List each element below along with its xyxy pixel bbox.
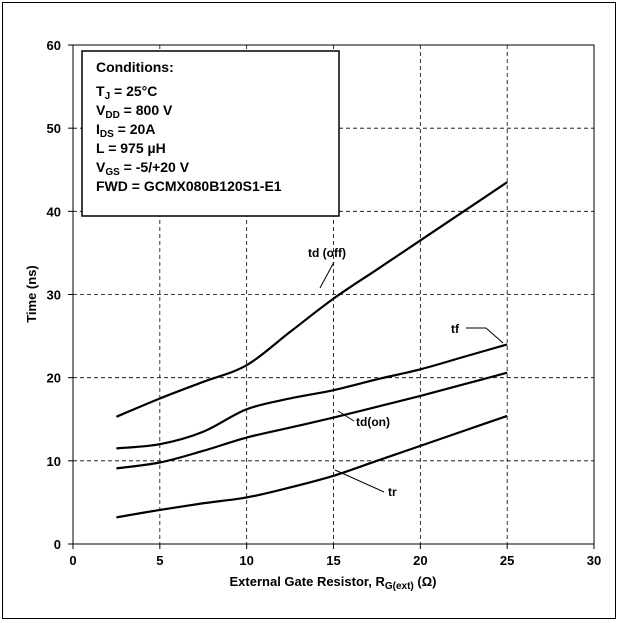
label-td-on: td(on) [356,415,390,429]
series-line-td-on- [116,371,508,470]
condition-line: TJ = 25°C [96,83,157,102]
y-tick-label: 20 [47,371,61,386]
series-line-td-off- [115,181,508,418]
y-tick-label: 40 [47,204,61,219]
leader-tf-2 [485,327,504,344]
condition-line: L = 975 µH [96,140,166,156]
x-tick-label: 20 [413,553,427,568]
x-tick-label: 5 [156,553,163,568]
y-axis-title: Time (ns) [24,265,39,323]
x-tick-label: 10 [239,553,253,568]
leader-tr [334,469,385,493]
y-tick-label: 0 [54,537,61,552]
condition-line: VDD = 800 V [96,102,173,121]
x-tick-label: 25 [500,553,514,568]
condition-line: IDS = 20A [96,121,155,140]
leader-td-off [319,261,335,289]
series-lines [115,181,508,519]
tick-labels: 0 5 10 15 20 25 30 0 10 20 30 40 50 60 [47,38,602,568]
condition-line: FWD = GCMX080B120S1-E1 [96,178,282,194]
series-line-tr [116,414,508,519]
y-tick-label: 30 [47,288,61,303]
conditions-title: Conditions: [96,59,174,75]
x-tick-label: 30 [587,553,601,568]
x-axis-title: External Gate Resistor, RG(ext) (Ω) [230,574,437,592]
y-tick-label: 50 [47,121,61,136]
y-tick-label: 60 [47,38,61,53]
series-line-tf [116,343,508,450]
x-tick-label: 15 [326,553,340,568]
condition-line: VGS = -5/+20 V [96,159,190,178]
label-td-off: td (off) [308,246,346,260]
leader-td-on [337,410,355,422]
annotations: td (off) tf td(on) tr [308,246,504,499]
y-tick-label: 10 [47,454,61,469]
label-tr: tr [388,485,397,499]
label-tf: tf [451,322,460,336]
x-tick-label: 0 [69,553,76,568]
